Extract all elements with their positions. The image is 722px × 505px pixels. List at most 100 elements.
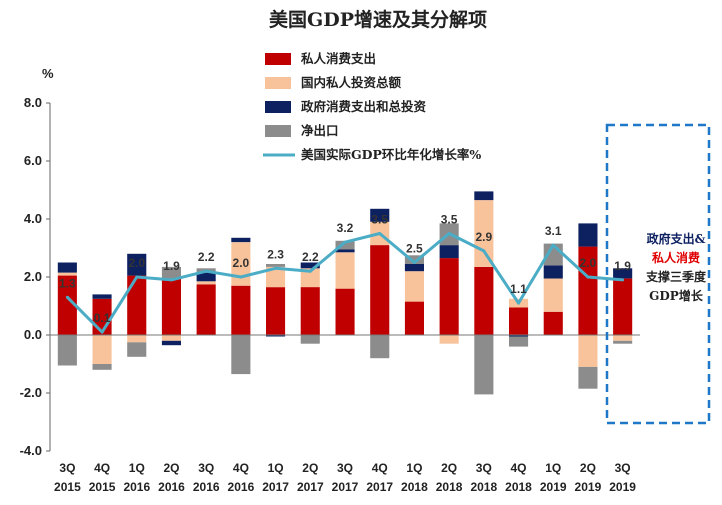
x-tick-quarter: 4Q — [94, 461, 110, 475]
bar-segment-series-3 — [161, 266, 181, 279]
gdp-growth-point — [343, 240, 347, 244]
y-axis: 8.0 6.0 4.0 2.0 0.0 -2.0 -4.0 — [20, 95, 51, 458]
gdp-growth-data-label: 1.9 — [614, 259, 631, 273]
x-tick-quarter: 1Q — [406, 461, 422, 475]
gdp-growth-data-label: 3.1 — [545, 224, 562, 238]
gdp-growth-data-label: 2.2 — [302, 250, 319, 264]
bar-segment-series-2 — [161, 340, 181, 346]
legend-swatch — [265, 53, 291, 65]
gdp-growth-data-label: 3.5 — [371, 213, 388, 227]
gdp-growth-point — [378, 232, 382, 235]
bar-segment-series-0 — [196, 284, 216, 336]
x-tick-quarter: 1Q — [268, 461, 284, 475]
x-tick-year: 2015 — [54, 480, 81, 494]
x-tick-year: 2017 — [297, 480, 324, 494]
bar-segment-series-1 — [266, 266, 286, 288]
gdp-growth-point — [621, 278, 625, 282]
gdp-growth-data-label: 1.9 — [163, 259, 180, 273]
legend-label: 政府消费支出和总投资 — [301, 99, 427, 114]
bar-segment-series-1 — [92, 335, 112, 364]
gdp-growth-point — [170, 278, 173, 282]
x-tick-year: 2016 — [193, 480, 220, 494]
bar-segment-series-2 — [231, 237, 251, 243]
annotation-text-line: 支撑三季度 — [645, 269, 707, 284]
x-tick-year: 2019 — [540, 480, 567, 494]
bar-segment-series-0 — [231, 285, 251, 335]
bar-segment-series-1 — [196, 281, 216, 285]
annotation-text-line: 私人消费 — [651, 250, 700, 265]
bar-segment-series-3 — [300, 335, 320, 344]
legend-label: 美国实际GDP环比年化增长率% — [301, 147, 481, 162]
bar-segment-series-3 — [57, 335, 77, 366]
gdp-growth-data-label: 1.3 — [59, 276, 76, 290]
gdp-growth-data-label: 2.0 — [128, 256, 145, 270]
bar-segment-series-2 — [509, 335, 529, 337]
gdp-growth-point — [100, 330, 104, 334]
y-axis-unit: % — [42, 66, 54, 81]
legend-swatch — [265, 77, 291, 89]
gdp-growth-point — [412, 261, 416, 264]
bar-segment-series-2 — [613, 268, 633, 279]
bar-segment-series-0 — [161, 278, 181, 335]
gdp-growth-data-label: 3.2 — [337, 221, 354, 235]
x-tick-year: 2017 — [366, 480, 393, 494]
gdp-growth-point — [551, 243, 555, 247]
x-tick-year: 2016 — [158, 480, 185, 494]
x-tick-quarter: 3Q — [198, 461, 214, 475]
gdp-growth-data-label: 2.2 — [198, 250, 215, 264]
bar-segment-series-0 — [404, 301, 424, 335]
y-tick-label: 8.0 — [24, 95, 42, 110]
bar-segment-series-0 — [474, 266, 494, 335]
x-tick-year: 2016 — [228, 480, 255, 494]
legend-swatch — [265, 125, 291, 137]
bar-segment-series-1 — [404, 271, 424, 302]
bar-segment-series-3 — [613, 340, 633, 344]
x-tick-year: 2017 — [332, 480, 359, 494]
y-tick-label: 4.0 — [24, 211, 42, 226]
y-tick-label: -2.0 — [20, 385, 42, 400]
legend-swatch — [265, 101, 291, 113]
legend-label: 国内私人投资总额 — [301, 75, 402, 90]
bar-segment-series-0 — [543, 311, 563, 335]
x-tick-quarter: 3Q — [615, 461, 631, 475]
x-tick-quarter: 2Q — [441, 461, 457, 475]
x-tick-year: 2017 — [262, 480, 289, 494]
x-tick-quarter: 2Q — [163, 461, 179, 475]
bar-segment-series-3 — [127, 342, 147, 357]
x-tick-year: 2015 — [89, 480, 116, 494]
x-tick-quarter: 4Q — [233, 461, 249, 475]
gdp-growth-point — [447, 232, 451, 235]
x-tick-quarter: 3Q — [337, 461, 353, 475]
y-tick-label: -4.0 — [20, 443, 42, 458]
x-tick-quarter: 2Q — [302, 461, 318, 475]
annotation-text-line: GDP增长 — [649, 288, 704, 303]
x-tick-year: 2019 — [575, 480, 602, 494]
gdp-growth-line-group: 1.3 0.1 2.0 1.9 2.2 2.0 2.3 2.2 3.2 3.5 2.5 3.5 2.9 1… — [59, 213, 631, 334]
bar-segment-series-0 — [370, 245, 390, 335]
y-tick-label: 6.0 — [24, 153, 42, 168]
x-tick-year: 2018 — [470, 480, 497, 494]
bar-segment-series-1 — [335, 252, 355, 289]
x-tick-year: 2019 — [609, 480, 636, 494]
bar-segment-series-3 — [335, 240, 355, 250]
gdp-growth-point — [204, 269, 208, 273]
bar-segment-series-3 — [266, 264, 286, 267]
x-tick-year: 2018 — [436, 480, 463, 494]
bar-segment-series-2 — [335, 249, 355, 253]
bar-segment-series-1 — [578, 335, 598, 367]
gdp-growth-data-label: 2.0 — [580, 256, 597, 270]
gdp-growth-point — [482, 249, 486, 253]
gdp-growth-data-label: 2.3 — [267, 247, 284, 261]
y-tick-label: 0.0 — [24, 327, 42, 342]
gdp-growth-point — [274, 266, 278, 270]
bar-segment-series-3 — [370, 335, 390, 359]
bar-segment-series-0 — [439, 258, 459, 335]
bar-segment-series-2 — [196, 272, 216, 282]
bar-segment-series-3 — [509, 336, 529, 347]
legend-label: 私人消费支出 — [300, 51, 376, 66]
bar-segment-series-2 — [266, 335, 286, 337]
annotation-text-line: 政府支出& — [647, 231, 706, 246]
bar-segment-series-1 — [543, 278, 563, 312]
